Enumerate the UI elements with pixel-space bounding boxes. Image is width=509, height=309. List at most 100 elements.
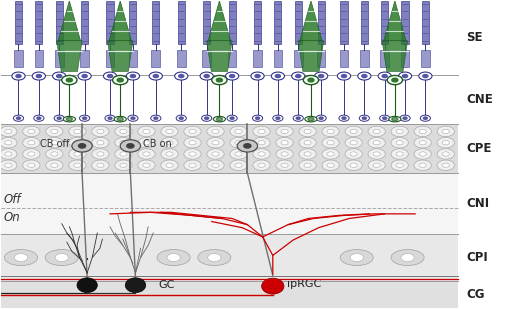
- Circle shape: [14, 254, 27, 261]
- Circle shape: [74, 129, 81, 133]
- Circle shape: [243, 144, 250, 148]
- Bar: [339, 50, 348, 67]
- Circle shape: [188, 141, 195, 145]
- Circle shape: [230, 117, 234, 120]
- Circle shape: [107, 74, 112, 78]
- Ellipse shape: [388, 116, 400, 122]
- Circle shape: [46, 160, 63, 171]
- Circle shape: [373, 152, 380, 156]
- Ellipse shape: [304, 116, 317, 122]
- Circle shape: [367, 160, 385, 171]
- Text: ipRGC: ipRGC: [287, 279, 321, 289]
- Circle shape: [82, 74, 87, 78]
- Ellipse shape: [63, 116, 75, 122]
- Polygon shape: [298, 41, 323, 71]
- Circle shape: [291, 72, 304, 80]
- Circle shape: [212, 141, 219, 145]
- Bar: [1, 173, 458, 235]
- Circle shape: [235, 152, 242, 156]
- Circle shape: [321, 126, 338, 137]
- Circle shape: [97, 141, 104, 145]
- Circle shape: [303, 129, 310, 133]
- Circle shape: [422, 117, 427, 120]
- Circle shape: [207, 254, 220, 261]
- Circle shape: [381, 74, 386, 78]
- Circle shape: [0, 160, 17, 171]
- Circle shape: [275, 160, 293, 171]
- Ellipse shape: [340, 250, 373, 265]
- Bar: [106, 1, 114, 44]
- Circle shape: [5, 163, 12, 167]
- Circle shape: [229, 74, 234, 78]
- Circle shape: [0, 149, 17, 159]
- Circle shape: [103, 72, 117, 80]
- Circle shape: [275, 149, 293, 159]
- Bar: [1, 74, 458, 124]
- Circle shape: [402, 117, 406, 120]
- Ellipse shape: [5, 250, 38, 265]
- Text: On: On: [3, 211, 20, 224]
- Circle shape: [115, 149, 132, 159]
- Circle shape: [36, 74, 41, 78]
- Circle shape: [211, 75, 227, 85]
- Circle shape: [344, 160, 361, 171]
- Circle shape: [272, 115, 282, 121]
- Circle shape: [321, 149, 338, 159]
- Bar: [380, 1, 387, 44]
- Bar: [177, 1, 184, 44]
- Circle shape: [319, 117, 323, 120]
- Circle shape: [207, 138, 224, 148]
- Circle shape: [66, 78, 72, 82]
- Circle shape: [165, 152, 173, 156]
- Circle shape: [344, 138, 361, 148]
- Bar: [35, 50, 43, 67]
- Circle shape: [395, 129, 403, 133]
- Circle shape: [78, 72, 91, 80]
- Circle shape: [298, 138, 316, 148]
- Circle shape: [188, 163, 195, 167]
- Circle shape: [108, 117, 112, 120]
- Circle shape: [344, 149, 361, 159]
- Circle shape: [16, 74, 21, 78]
- Circle shape: [321, 138, 338, 148]
- Bar: [152, 1, 159, 44]
- Circle shape: [160, 126, 178, 137]
- Circle shape: [92, 126, 109, 137]
- Bar: [1, 1, 458, 74]
- Circle shape: [105, 115, 115, 121]
- Bar: [273, 50, 281, 67]
- Circle shape: [230, 126, 247, 137]
- Circle shape: [321, 160, 338, 171]
- Bar: [317, 1, 324, 44]
- Circle shape: [258, 141, 265, 145]
- Bar: [400, 50, 409, 67]
- Circle shape: [51, 141, 58, 145]
- Circle shape: [115, 160, 132, 171]
- Circle shape: [391, 78, 397, 82]
- Circle shape: [402, 74, 407, 78]
- Text: CNI: CNI: [465, 197, 488, 210]
- Circle shape: [441, 141, 448, 145]
- Circle shape: [126, 72, 139, 80]
- Circle shape: [27, 129, 35, 133]
- Circle shape: [390, 149, 408, 159]
- Circle shape: [298, 149, 316, 159]
- Bar: [420, 50, 429, 67]
- Circle shape: [143, 129, 150, 133]
- Circle shape: [183, 126, 201, 137]
- Ellipse shape: [45, 250, 78, 265]
- Text: CPE: CPE: [465, 142, 491, 155]
- Circle shape: [51, 163, 58, 167]
- Circle shape: [115, 138, 132, 148]
- Circle shape: [160, 149, 178, 159]
- Circle shape: [422, 74, 427, 78]
- Circle shape: [413, 149, 431, 159]
- Circle shape: [391, 117, 397, 121]
- Circle shape: [130, 74, 135, 78]
- Circle shape: [441, 163, 448, 167]
- Text: GC: GC: [158, 280, 175, 290]
- Bar: [293, 50, 302, 67]
- Circle shape: [252, 149, 270, 159]
- Polygon shape: [383, 1, 405, 41]
- Circle shape: [436, 126, 454, 137]
